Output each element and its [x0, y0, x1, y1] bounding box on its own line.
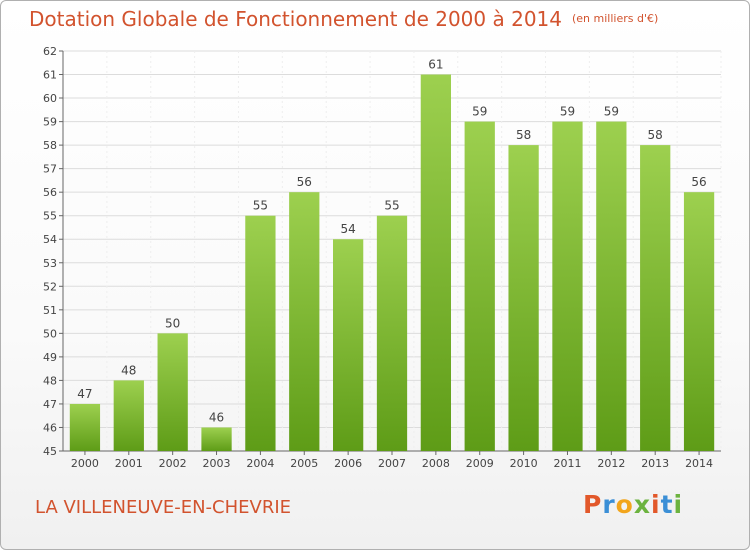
bar-2010 [508, 145, 539, 451]
x-tick-label: 2014 [685, 457, 713, 470]
data-label-2011: 59 [560, 105, 575, 119]
y-tick-label: 51 [43, 304, 57, 317]
x-tick-label: 2001 [115, 457, 143, 470]
bar-2009 [464, 121, 495, 452]
x-tick-label: 2013 [641, 457, 669, 470]
y-tick-label: 58 [43, 139, 57, 152]
bar-2007 [376, 215, 408, 451]
x-tick-label: 2004 [246, 457, 274, 470]
y-tick-label: 45 [43, 445, 57, 458]
y-tick-label: 61 [43, 69, 57, 82]
x-tick-label: 2000 [71, 457, 99, 470]
bar-2001 [113, 380, 144, 451]
logo-letter: x [633, 490, 651, 519]
data-labels: 47 48 50 46 55 56 54 55 61 59 58 59 59 58 56 [77, 58, 706, 425]
y-tick-label: 53 [43, 257, 57, 270]
logo-letter: r [602, 490, 616, 519]
bar-2004 [245, 215, 276, 451]
y-tick-label: 47 [43, 398, 57, 411]
data-label-2007: 55 [384, 199, 399, 213]
bar-2012 [596, 121, 627, 452]
bar-2006 [332, 239, 364, 451]
data-label-2005: 56 [297, 175, 312, 189]
y-tick-label: 56 [43, 186, 57, 199]
commune-name: LA VILLENEUVE-EN-CHEVRIE [35, 497, 292, 518]
logo-letter: i [651, 490, 661, 519]
data-label-2000: 47 [77, 387, 92, 401]
data-label-2003: 46 [209, 410, 224, 424]
data-label-2008: 61 [428, 58, 443, 72]
bars [69, 74, 715, 452]
x-tick-label: 2007 [378, 457, 406, 470]
y-tick-label: 62 [43, 45, 57, 58]
data-label-2002: 50 [165, 316, 180, 330]
logo-letter: P [583, 490, 603, 519]
bar-2008 [420, 74, 452, 451]
x-tick-label: 2009 [466, 457, 494, 470]
x-tick-label: 2008 [422, 457, 450, 470]
bar-2002 [157, 333, 188, 451]
bar-2013 [640, 145, 671, 451]
x-tick-label: 2005 [290, 457, 318, 470]
logo-letter: i [673, 490, 684, 519]
x-tick-label: 2006 [334, 457, 362, 470]
y-tick-label: 59 [43, 116, 57, 129]
chart-title-text: Dotation Globale de Fonctionnement de 20… [29, 7, 562, 31]
bar-2005 [289, 192, 320, 452]
proxiti-logo: Proxiti [583, 490, 683, 519]
y-tick-label: 50 [43, 327, 57, 340]
data-label-2013: 58 [648, 128, 663, 142]
y-tick-label: 48 [43, 374, 57, 387]
data-label-2010: 58 [516, 128, 531, 142]
data-label-2004: 55 [253, 199, 268, 213]
x-tick-label: 2003 [203, 457, 231, 470]
data-label-2012: 59 [604, 105, 619, 119]
y-tick-label: 60 [43, 92, 57, 105]
logo-letter: o [615, 490, 634, 519]
y-tick-label: 52 [43, 280, 57, 293]
x-tick-label: 2002 [159, 457, 187, 470]
data-label-2001: 48 [121, 363, 136, 377]
y-tick-label: 57 [43, 163, 57, 176]
x-tick-label: 2012 [597, 457, 625, 470]
bar-2003 [201, 427, 232, 451]
y-tick-label: 54 [43, 233, 57, 246]
bar-2014 [683, 192, 715, 452]
data-label-2009: 59 [472, 105, 487, 119]
y-tick-label: 49 [43, 351, 57, 364]
chart-unit: (en milliers d'€) [572, 12, 659, 25]
logo-letter: t [660, 490, 674, 519]
x-tick-label: 2010 [510, 457, 538, 470]
x-tick-label: 2011 [553, 457, 581, 470]
bar-2000 [69, 403, 101, 451]
data-label-2014: 56 [691, 175, 706, 189]
data-label-2006: 54 [340, 222, 355, 236]
chart-title: Dotation Globale de Fonctionnement de 20… [29, 7, 658, 31]
y-tick-label: 46 [43, 421, 57, 434]
bar-2011 [552, 121, 583, 452]
y-tick-label: 55 [43, 210, 57, 223]
